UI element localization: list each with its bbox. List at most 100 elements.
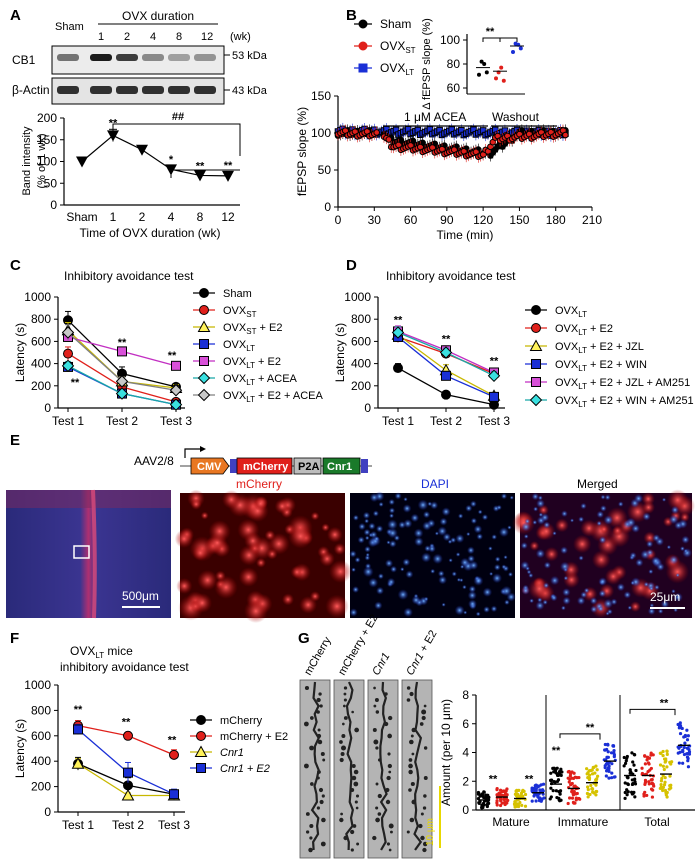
dot bbox=[623, 781, 627, 785]
sig-8wk: ** bbox=[196, 160, 205, 172]
data-point bbox=[136, 144, 148, 156]
dapi-nucleus bbox=[358, 522, 366, 531]
sig-test2: ** bbox=[442, 334, 451, 346]
dendrite-spine bbox=[385, 787, 390, 793]
dot bbox=[662, 767, 666, 772]
sig-12wk: ** bbox=[224, 160, 233, 172]
dapi-nucleus bbox=[386, 577, 396, 587]
dot bbox=[658, 763, 663, 767]
sig-immature-2: ** bbox=[586, 722, 595, 734]
y-tick-label: 1000 bbox=[24, 678, 51, 692]
legend-label: Sham bbox=[223, 288, 252, 300]
dot bbox=[574, 792, 578, 796]
dendrite-spine bbox=[318, 692, 322, 696]
dot bbox=[631, 760, 635, 764]
data-point bbox=[441, 389, 451, 400]
merged-red bbox=[529, 540, 540, 551]
dot bbox=[502, 797, 506, 801]
merged-blue bbox=[576, 596, 586, 605]
dapi-nucleus bbox=[492, 573, 503, 584]
dapi-nucleus bbox=[466, 546, 475, 555]
dapi-nucleus bbox=[349, 608, 358, 617]
merged-blue bbox=[675, 573, 680, 578]
inset-point bbox=[494, 76, 498, 81]
x-tick-label: Total bbox=[644, 815, 669, 829]
cb1-band bbox=[116, 54, 138, 61]
actin-band bbox=[57, 86, 79, 94]
y-tick-label: 6 bbox=[462, 717, 469, 731]
dot bbox=[567, 780, 571, 784]
dot bbox=[574, 796, 578, 800]
dapi-nucleus bbox=[390, 565, 398, 573]
dot bbox=[606, 742, 610, 746]
merged-blue bbox=[578, 555, 584, 561]
dapi-nucleus bbox=[501, 585, 512, 597]
merged-blue bbox=[561, 510, 568, 518]
merged-blue bbox=[520, 541, 528, 550]
promoter-arrow bbox=[184, 448, 203, 458]
dot bbox=[642, 794, 646, 798]
dendrite-spine bbox=[343, 692, 347, 696]
dapi-nucleus bbox=[468, 599, 478, 609]
mcherry-cell bbox=[328, 560, 352, 584]
dendrite-image bbox=[333, 679, 365, 859]
dot bbox=[682, 745, 686, 750]
merged-blue bbox=[552, 531, 557, 536]
x-tick-label: Test 3 bbox=[158, 818, 190, 832]
dot bbox=[540, 797, 544, 802]
merged-blue bbox=[580, 591, 588, 599]
dot bbox=[513, 792, 518, 796]
dendrite-spine bbox=[423, 746, 428, 750]
dot bbox=[631, 782, 635, 786]
merged-blue bbox=[597, 605, 604, 612]
dapi-nucleus bbox=[438, 575, 448, 585]
mcherry-cell bbox=[192, 545, 209, 561]
legend-marker bbox=[358, 19, 368, 29]
dot bbox=[664, 757, 668, 761]
panel-f: F OVXLT mice inhibitory avoidance test 0… bbox=[10, 630, 288, 832]
dot bbox=[659, 782, 663, 787]
merged-blue bbox=[651, 556, 661, 566]
legend-marker bbox=[197, 388, 211, 402]
dapi-nucleus bbox=[476, 533, 484, 540]
panel-a: A Sham OVX duration 1 2 4 8 12 (wk) CB1 … bbox=[10, 7, 268, 240]
dapi-nucleus bbox=[468, 560, 479, 571]
dot bbox=[595, 777, 599, 781]
panel-f-letter: F bbox=[10, 630, 19, 647]
dendrite-spine bbox=[339, 740, 343, 744]
panel-f-title-2: inhibitory avoidance test bbox=[60, 660, 189, 674]
y-tick-label: 100 bbox=[37, 155, 57, 169]
dendrite-spine bbox=[373, 739, 379, 745]
panel-c-title: Inhibitory avoidance test bbox=[64, 269, 194, 283]
merged-blue bbox=[598, 589, 607, 598]
dapi-nucleus bbox=[491, 534, 498, 540]
y-axis-label: Latency (s) bbox=[13, 719, 27, 778]
panel-a-letter: A bbox=[10, 7, 21, 24]
dendrite-spine bbox=[353, 781, 359, 787]
dot bbox=[625, 756, 629, 760]
dot bbox=[586, 785, 590, 789]
merged-blue bbox=[606, 608, 613, 615]
blot-week-4: 4 bbox=[150, 31, 156, 43]
dendrite-spine bbox=[303, 721, 309, 727]
dapi-nucleus bbox=[364, 545, 371, 553]
dapi-nucleus bbox=[489, 571, 494, 576]
zoom-box bbox=[73, 545, 90, 559]
dot bbox=[567, 769, 571, 774]
sig-test1: ** bbox=[71, 377, 80, 389]
merged-blue bbox=[683, 548, 688, 554]
data-point bbox=[117, 346, 127, 357]
dendrite-spine bbox=[305, 812, 310, 816]
dendrite-spine bbox=[309, 823, 314, 829]
dapi-nucleus bbox=[417, 499, 429, 511]
dendrite-spine bbox=[304, 685, 310, 691]
merged-blue bbox=[630, 580, 636, 586]
inset-point bbox=[499, 65, 504, 70]
dot bbox=[570, 796, 575, 800]
dapi-nucleus bbox=[405, 570, 414, 579]
merged-red bbox=[528, 577, 551, 601]
dapi-nucleus bbox=[503, 555, 508, 560]
dapi-nucleus bbox=[441, 507, 451, 517]
dapi-nucleus bbox=[351, 567, 356, 573]
dot bbox=[665, 752, 669, 757]
